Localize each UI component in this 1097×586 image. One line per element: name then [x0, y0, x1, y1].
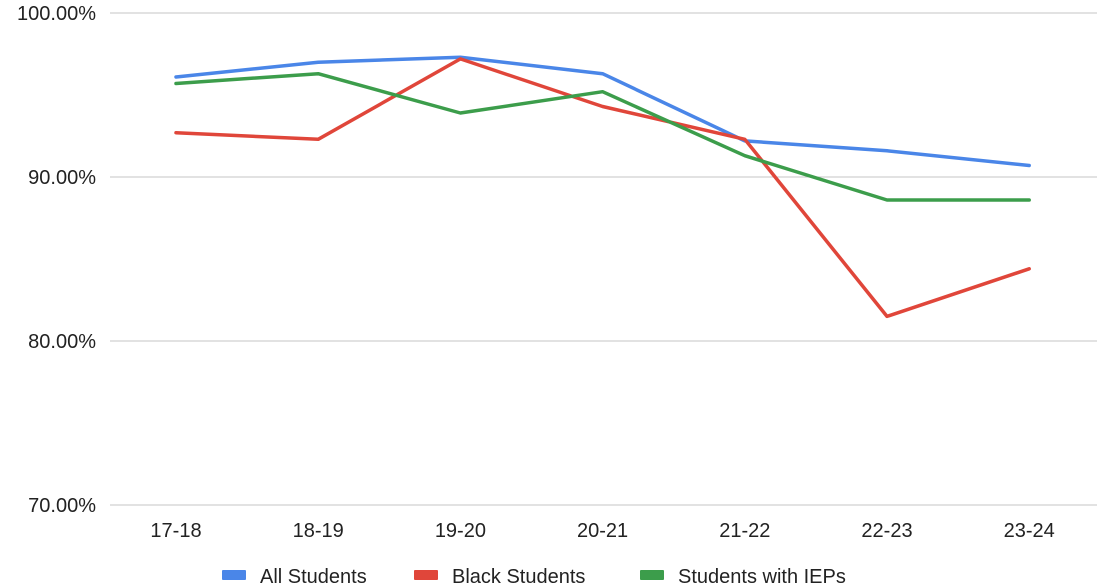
x-tick-label: 18-19 — [293, 520, 344, 542]
series-line-all-students — [174, 55, 1031, 168]
legend: All Students Black Students Students with … — [222, 566, 846, 586]
legend-swatch — [640, 570, 664, 580]
legend-label: Students with IEPs — [678, 566, 846, 586]
x-tick-label: 22-23 — [861, 520, 912, 542]
x-axis-ticks: 17-18 18-19 19-20 20-21 21-22 22-23 23-24 — [150, 520, 1054, 542]
x-tick-label: 23-24 — [1004, 520, 1055, 542]
y-tick-label: 80.00% — [28, 331, 96, 353]
y-tick-label: 70.00% — [28, 495, 96, 517]
x-tick-label: 19-20 — [435, 520, 486, 542]
y-tick-label: 100.00% — [17, 3, 96, 25]
legend-swatch — [222, 570, 246, 580]
y-axis-ticks: 70.00% 80.00% 90.00% 100.00% — [17, 3, 96, 517]
gridlines — [110, 12, 1097, 506]
legend-swatch — [414, 570, 438, 580]
series-line-black-students — [174, 57, 1031, 319]
x-tick-label: 17-18 — [150, 520, 201, 542]
legend-label: All Students — [260, 566, 367, 586]
y-tick-label: 90.00% — [28, 167, 96, 189]
x-tick-label: 21-22 — [719, 520, 770, 542]
legend-label: Black Students — [452, 566, 585, 586]
series-line-students-with-ieps — [174, 71, 1031, 202]
x-tick-label: 20-21 — [577, 520, 628, 542]
series-lines — [174, 55, 1031, 319]
